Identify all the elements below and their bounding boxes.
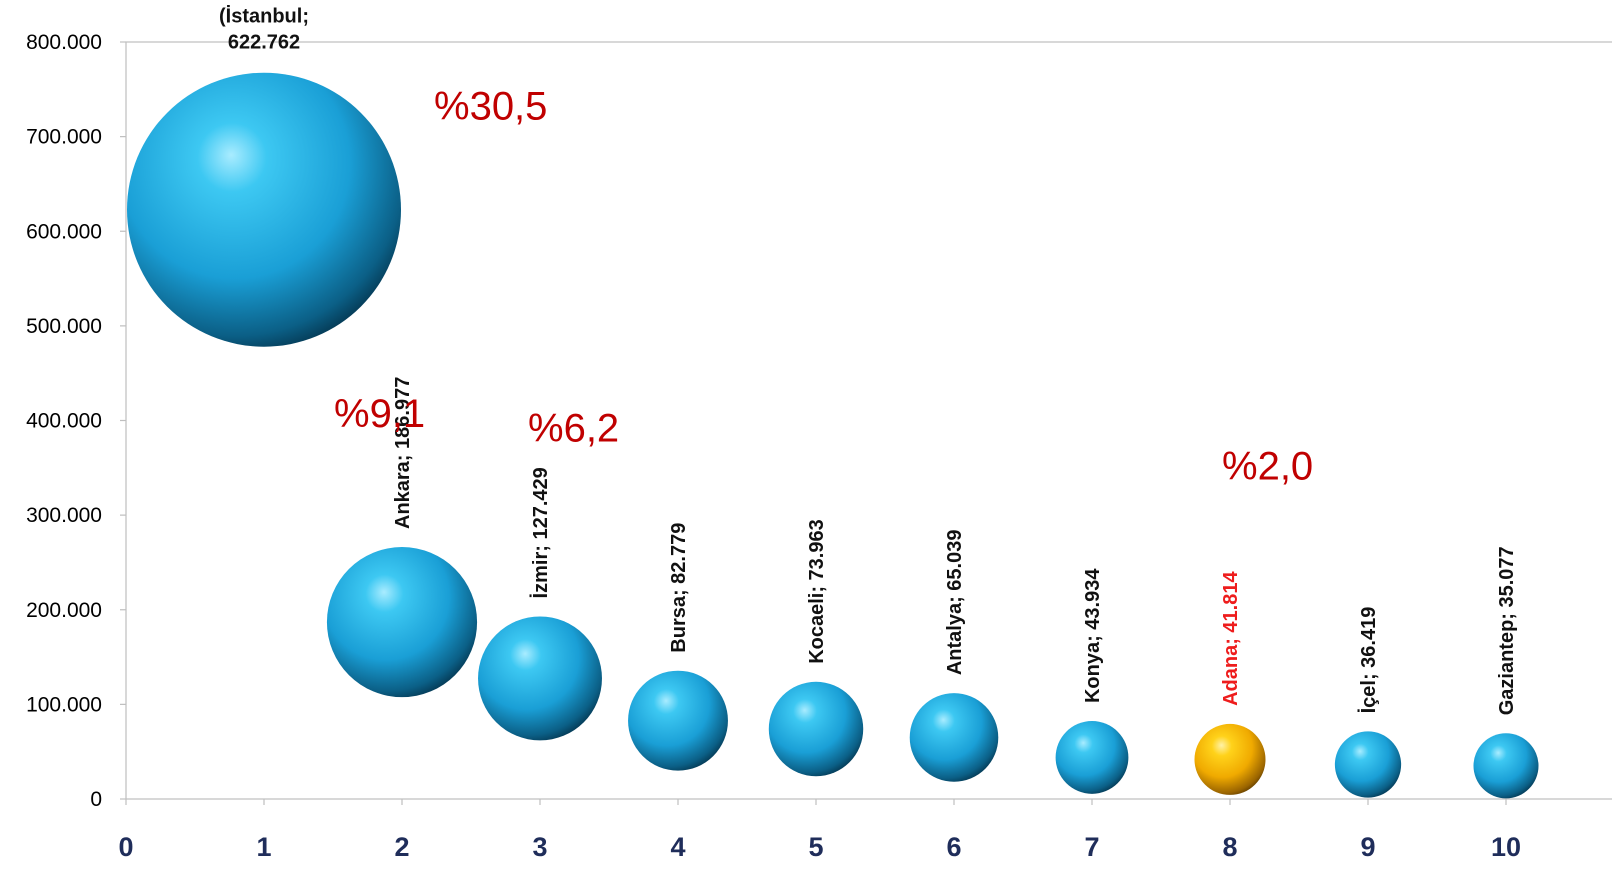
data-label-8: Adana; 41.814: [1220, 571, 1242, 706]
bubble-4: [628, 670, 728, 771]
x-axis: 0 1 2 3 4 5 6 7 8 9 10: [118, 799, 1521, 862]
bubble-2: [326, 547, 478, 698]
percent-annotation: %2,0: [1222, 444, 1313, 488]
x-tick-label: 10: [1491, 832, 1521, 862]
data-label-5: Kocaeli; 73.963: [806, 519, 828, 664]
bubble-5: [768, 681, 864, 777]
x-tick-label: 4: [670, 832, 685, 862]
bubble-3: [478, 616, 602, 741]
data-label-10: Gaziantep; 35.077: [1496, 546, 1518, 715]
bubble-1: [127, 72, 401, 347]
y-tick-label: 100.000: [26, 693, 102, 716]
percent-annotation: %30,5: [434, 85, 547, 129]
y-tick-label: 0: [90, 788, 102, 811]
x-tick-label: 1: [256, 832, 271, 862]
y-tick-label: 700.000: [26, 126, 102, 149]
x-tick-label: 3: [532, 832, 547, 862]
y-tick-label: 300.000: [26, 504, 102, 527]
bubble-10: [1473, 733, 1539, 799]
x-tick-label: 6: [946, 832, 961, 862]
x-tick-label: 2: [394, 832, 409, 862]
bubbles: [127, 72, 1539, 799]
data-label-7: Konya; 43.934: [1082, 568, 1104, 703]
data-label-6: Antalya; 65.039: [944, 530, 966, 676]
bubble-9: [1334, 731, 1402, 798]
percent-annotations: %30,5 %9,1 %6,2 %2,0: [334, 85, 1313, 489]
x-tick-label: 7: [1084, 832, 1099, 862]
x-tick-label: 9: [1360, 832, 1375, 862]
data-label-2: Ankara; 186.977: [392, 377, 414, 529]
bubble-8: [1194, 723, 1266, 795]
y-axis: 0 100.000 200.000 300.000 400.000 500.000 600.…: [26, 31, 126, 811]
data-label-9: İçel; 36.419: [1357, 607, 1380, 714]
y-tick-label: 200.000: [26, 599, 102, 622]
bubble-6: [909, 693, 999, 782]
x-tick-label: 8: [1222, 832, 1237, 862]
y-tick-label: 500.000: [26, 315, 102, 338]
y-tick-label: 400.000: [26, 410, 102, 433]
data-label-4: Bursa; 82.779: [668, 523, 690, 653]
y-tick-label: 800.000: [26, 31, 102, 54]
x-tick-label: 5: [808, 832, 823, 862]
data-labels: (İstanbul; 622.762 Ankara; 186.977 İzmir; 1…: [219, 5, 1518, 716]
percent-annotation: %6,2: [528, 406, 619, 450]
data-label-3: İzmir; 127.429: [529, 467, 552, 598]
bubble-7: [1055, 721, 1129, 794]
percent-annotation: %9,1: [334, 392, 425, 436]
y-tick-label: 600.000: [26, 220, 102, 243]
data-label-1: (İstanbul; 622.762: [219, 5, 309, 54]
x-tick-label: 0: [118, 832, 133, 862]
